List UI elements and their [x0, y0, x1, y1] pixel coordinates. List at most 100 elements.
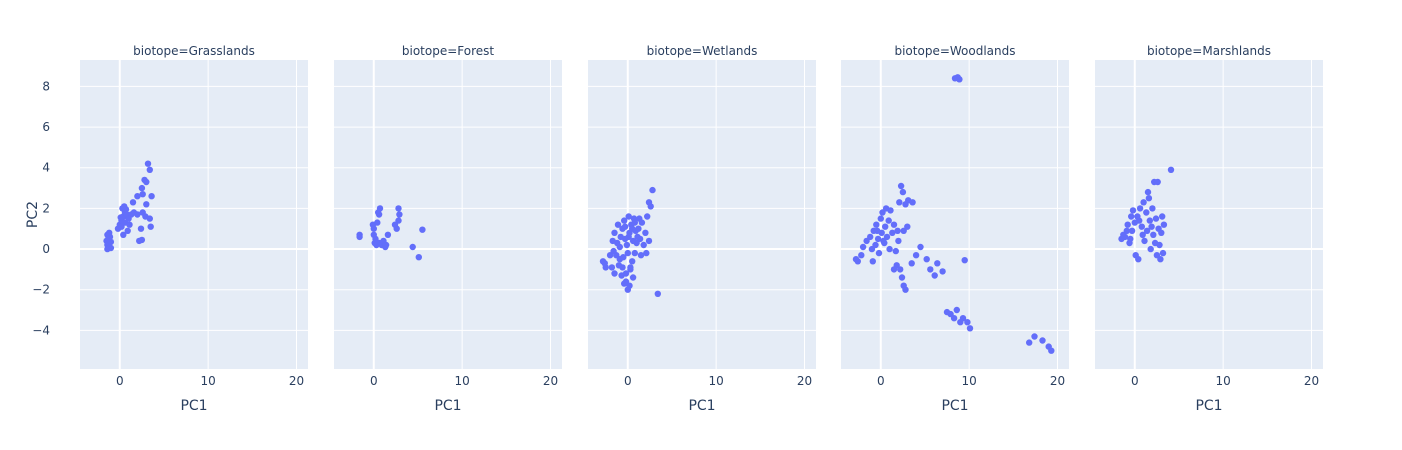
data-point — [649, 186, 656, 194]
facet-title: biotope=Woodlands — [894, 44, 1015, 58]
data-point — [1048, 347, 1055, 354]
data-point — [382, 241, 390, 249]
x-tick-label: 20 — [1304, 374, 1319, 388]
data-point — [623, 241, 631, 249]
data-point — [374, 219, 381, 226]
data-point — [619, 264, 626, 271]
data-point — [1159, 249, 1167, 257]
data-point — [371, 239, 378, 247]
data-point — [869, 258, 876, 265]
y-axis-title: PC2 — [25, 201, 41, 228]
data-point — [895, 237, 902, 245]
data-point — [1121, 233, 1129, 241]
facet-panel: 0 10 20 −4 −2 0 2 4 6 8 biotope=Grasslands PC1 — [32, 44, 308, 414]
x-tick-label: 0 — [116, 374, 124, 388]
data-point — [879, 209, 886, 216]
data-point — [625, 213, 632, 220]
data-point — [1138, 223, 1146, 230]
data-point — [885, 217, 892, 224]
data-point — [1157, 256, 1164, 263]
data-point — [917, 243, 924, 251]
x-tick-label: 0 — [370, 374, 378, 388]
plot-background — [80, 60, 308, 369]
data-point — [874, 235, 882, 243]
data-point — [409, 243, 416, 251]
x-tick-label: 20 — [543, 374, 558, 388]
data-point — [1150, 231, 1157, 238]
data-point — [370, 225, 377, 232]
data-point — [892, 247, 899, 255]
data-point — [898, 274, 906, 281]
data-point — [896, 199, 903, 206]
data-point — [629, 274, 637, 281]
x-axis-title: PC1 — [434, 398, 461, 414]
data-point — [634, 233, 641, 241]
data-point — [956, 76, 963, 83]
data-point — [1167, 166, 1175, 173]
x-tick-label: 20 — [289, 374, 304, 388]
data-point — [934, 260, 941, 267]
data-point — [1149, 205, 1156, 212]
data-point — [964, 319, 971, 326]
facet-title: biotope=Marshlands — [1147, 44, 1271, 58]
data-point — [959, 315, 967, 322]
y-tick-label: 0 — [42, 242, 50, 256]
data-point — [375, 209, 382, 216]
x-axis-title: PC1 — [688, 398, 715, 414]
data-point — [1148, 223, 1155, 230]
x-tick-label: 0 — [1131, 374, 1139, 388]
data-point — [1158, 229, 1165, 236]
data-point — [415, 254, 422, 261]
facet-title: biotope=Wetlands — [647, 44, 758, 58]
facet-panel: 0 10 20 biotope=Wetlands PC1 — [588, 44, 816, 414]
data-point — [886, 245, 893, 253]
data-point — [610, 247, 617, 255]
data-point — [143, 201, 150, 208]
data-point — [1124, 221, 1131, 228]
y-tick-label: 8 — [42, 79, 50, 93]
data-point — [642, 229, 649, 236]
data-point — [1159, 213, 1166, 220]
data-point — [625, 233, 632, 241]
facet-panel: 0 10 20 biotope=Woodlands PC1 — [841, 44, 1069, 414]
data-point — [626, 282, 633, 289]
data-point — [1143, 227, 1151, 234]
data-point — [1123, 227, 1131, 234]
data-point — [629, 225, 636, 232]
data-point — [636, 215, 643, 222]
x-tick-label: 10 — [454, 374, 469, 388]
x-tick-label: 20 — [797, 374, 812, 388]
data-point — [622, 270, 630, 277]
data-point — [931, 272, 938, 279]
data-point — [126, 221, 133, 228]
data-point — [640, 241, 647, 249]
data-point — [395, 205, 402, 212]
data-point — [106, 229, 113, 236]
data-point — [1141, 237, 1148, 245]
data-point — [1145, 195, 1153, 202]
data-point — [602, 264, 609, 271]
data-point — [1146, 217, 1154, 224]
data-point — [1128, 213, 1135, 220]
data-point — [890, 221, 898, 228]
data-point — [899, 188, 907, 196]
y-tick-label: −2 — [32, 283, 50, 297]
data-point — [624, 249, 631, 257]
data-point — [909, 199, 916, 206]
data-point — [854, 258, 861, 265]
data-point — [611, 229, 618, 236]
data-point — [146, 166, 153, 173]
data-point — [1160, 221, 1168, 228]
data-point — [873, 221, 880, 228]
data-point — [117, 214, 124, 221]
data-point — [611, 270, 618, 277]
data-point — [124, 227, 131, 234]
data-point — [923, 256, 930, 263]
data-point — [621, 280, 628, 287]
y-tick-label: 2 — [42, 201, 50, 215]
data-point — [1129, 207, 1137, 214]
plot-background — [334, 60, 562, 369]
x-axis-title: PC1 — [1195, 398, 1222, 414]
data-point — [614, 239, 621, 247]
